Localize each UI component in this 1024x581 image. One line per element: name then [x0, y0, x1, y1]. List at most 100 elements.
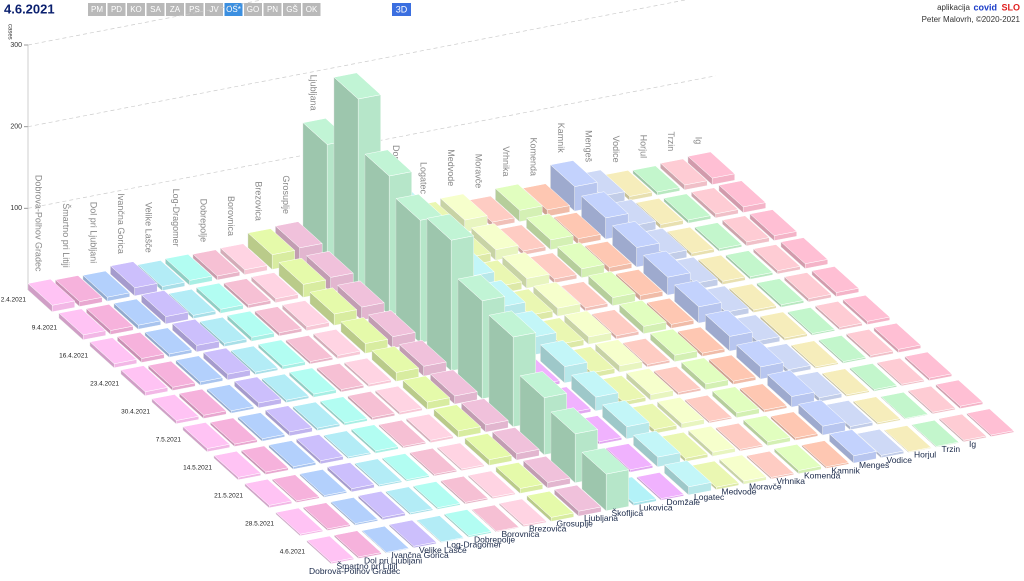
- bar-top: [770, 411, 819, 439]
- bar-top: [698, 254, 746, 282]
- bar-top: [939, 413, 987, 441]
- bar: [27, 278, 76, 313]
- bar-top: [258, 339, 306, 367]
- bar: [230, 345, 279, 376]
- bar-top: [141, 290, 189, 317]
- menu-button-bg[interactable]: [146, 3, 165, 16]
- bar-top: [681, 357, 729, 385]
- bar-top: [172, 318, 220, 346]
- menu-button-bg[interactable]: [185, 3, 204, 16]
- menu-button[interactable]: ZA: [166, 3, 184, 16]
- bar: [316, 363, 365, 393]
- series-label: Velike Lašče: [419, 545, 467, 555]
- bar: [210, 417, 258, 447]
- menu-button-label[interactable]: PS: [189, 5, 200, 14]
- menu-button-label[interactable]: JV: [209, 5, 219, 14]
- bar: [784, 272, 832, 303]
- menu-button-label[interactable]: ZA: [170, 5, 181, 14]
- bar-top: [251, 272, 299, 299]
- bar-side: [333, 76, 359, 288]
- bar: [581, 447, 630, 512]
- bar: [801, 440, 850, 469]
- menu-button-label[interactable]: OK: [306, 5, 318, 14]
- bar: [492, 427, 540, 461]
- menu-button[interactable]: GO: [244, 3, 262, 16]
- menu-button-label[interactable]: OS*: [226, 5, 241, 14]
- menu-button-label[interactable]: PN: [267, 5, 278, 14]
- bar-top: [282, 300, 330, 327]
- menu-button[interactable]: PN: [263, 3, 282, 16]
- menu-button[interactable]: GŠ: [283, 3, 301, 16]
- bar: [746, 450, 795, 480]
- series-back-label: Vodice: [611, 136, 621, 163]
- mode-button[interactable]: 3D: [392, 3, 411, 16]
- bar-top: [633, 430, 681, 458]
- series-label: Dol pri Ljubljani: [364, 555, 422, 565]
- bar: [749, 209, 798, 242]
- bar: [571, 370, 619, 412]
- menu-button-label[interactable]: PD: [111, 5, 122, 14]
- bar: [712, 386, 760, 419]
- bar: [303, 502, 351, 531]
- bar-top: [677, 326, 726, 354]
- bar-top: [908, 385, 956, 413]
- series-label: Mengeš: [859, 460, 889, 470]
- bar: [313, 329, 361, 360]
- menu-button[interactable]: KO: [127, 3, 145, 16]
- x-tick-label: 23.4.2021: [90, 381, 119, 388]
- menu-button[interactable]: SA: [146, 3, 165, 16]
- menu-button-bg[interactable]: [88, 3, 106, 16]
- menu-button-label[interactable]: KO: [130, 5, 142, 14]
- menu-button-bg[interactable]: [283, 3, 301, 16]
- app-name: SLO: [1001, 2, 1020, 12]
- menu-button-bg[interactable]: [302, 3, 321, 16]
- series-back-label: Moravče: [474, 154, 484, 189]
- bar-top: [378, 419, 427, 447]
- menu-button-bg[interactable]: [263, 3, 282, 16]
- mode-label[interactable]: 3D: [396, 4, 408, 14]
- bar-top: [856, 428, 905, 456]
- menu-button-label[interactable]: SA: [150, 5, 161, 14]
- bar: [664, 460, 712, 496]
- bar-top: [935, 379, 984, 407]
- bar: [358, 491, 406, 521]
- menu-button-label[interactable]: GŠ: [286, 5, 298, 14]
- menu-button-bg[interactable]: [127, 3, 145, 16]
- menu-button[interactable]: PM: [88, 3, 106, 16]
- bar: [873, 322, 922, 354]
- bar: [798, 399, 846, 436]
- bar-top: [602, 400, 650, 427]
- bar: [471, 504, 520, 533]
- bar-top: [499, 498, 547, 526]
- bar-top: [705, 310, 753, 337]
- bar-top: [351, 424, 399, 452]
- bar-top: [303, 502, 351, 530]
- series-label: Trzin: [942, 444, 961, 454]
- bar: [306, 535, 355, 565]
- bar-top: [223, 278, 272, 306]
- bar-top: [375, 385, 423, 413]
- bar-top: [299, 469, 348, 496]
- menu-button[interactable]: OK: [302, 3, 321, 16]
- menu-button-bg[interactable]: [244, 3, 262, 16]
- bar: [182, 422, 231, 453]
- menu-button-bg[interactable]: [166, 3, 184, 16]
- menu-button[interactable]: OS*: [224, 3, 243, 16]
- bar-top: [416, 515, 465, 543]
- bar: [285, 335, 334, 365]
- mode-button-bg[interactable]: [392, 3, 411, 16]
- bar-top: [468, 470, 516, 498]
- bar: [526, 213, 574, 251]
- series-label: Komenda: [804, 471, 841, 481]
- bar: [251, 272, 299, 304]
- menu-button-label[interactable]: PM: [91, 5, 103, 14]
- bar: [402, 375, 451, 410]
- bar-top: [244, 478, 293, 506]
- menu-button[interactable]: PD: [107, 3, 126, 16]
- bar-top: [829, 429, 877, 457]
- menu-button[interactable]: PS: [185, 3, 204, 16]
- bar: [880, 391, 929, 420]
- menu-button-bg[interactable]: [107, 3, 126, 16]
- menu-button-label[interactable]: GO: [247, 5, 259, 14]
